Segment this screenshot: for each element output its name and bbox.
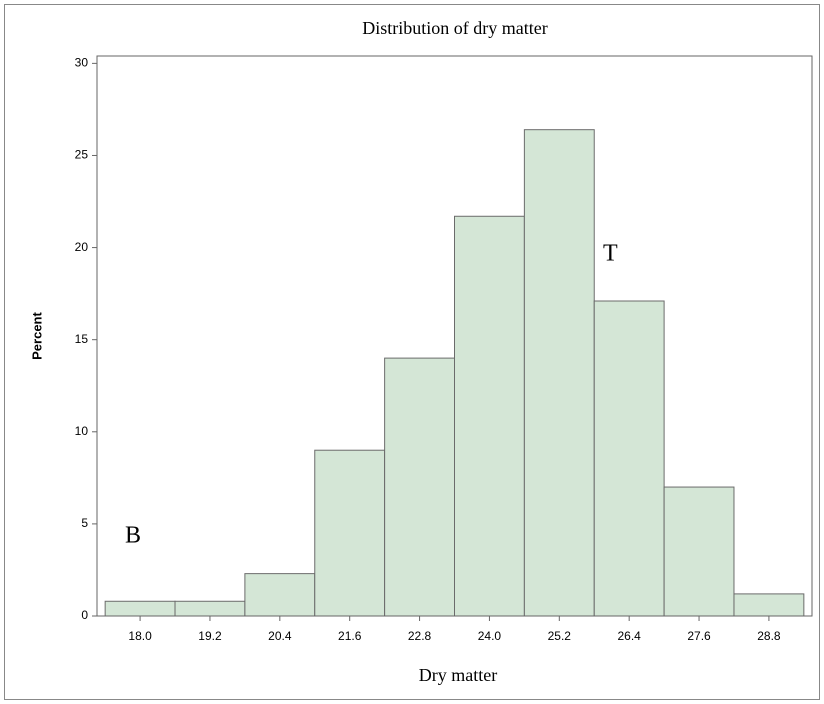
y-tick-label: 0 — [81, 608, 88, 622]
bar — [384, 357, 455, 617]
x-tick-label: 18.0 — [128, 629, 152, 643]
bar — [314, 449, 386, 617]
x-axis-label: Dry matter — [419, 665, 497, 685]
x-tick-label: 27.6 — [687, 629, 711, 643]
annotation: T — [603, 241, 618, 267]
chart-title: Distribution of dry matter — [362, 18, 547, 38]
x-tick-label: 22.8 — [408, 629, 432, 643]
bar — [244, 573, 316, 617]
bar — [104, 600, 176, 617]
y-tick-label: 30 — [75, 56, 89, 70]
bar — [663, 486, 735, 617]
x-tick-label: 28.8 — [757, 629, 781, 643]
y-axis-label: Percent — [29, 311, 44, 359]
annotation: B — [125, 523, 141, 549]
y-tick-label: 10 — [75, 424, 89, 438]
y-tick-label: 20 — [75, 240, 89, 254]
y-tick-label: 15 — [75, 332, 89, 346]
x-tick-label: 25.2 — [548, 629, 572, 643]
x-tick-label: 19.2 — [198, 629, 222, 643]
y-tick-label: 25 — [75, 148, 89, 162]
x-tick-label: 21.6 — [338, 629, 362, 643]
bar — [454, 215, 525, 617]
bar — [733, 593, 805, 617]
plot-frame — [96, 55, 813, 617]
bar — [523, 129, 595, 617]
x-tick-label: 24.0 — [478, 629, 502, 643]
y-tick-label: 5 — [81, 516, 88, 530]
x-tick-label: 26.4 — [617, 629, 641, 643]
x-tick-label: 20.4 — [268, 629, 292, 643]
bar — [174, 600, 246, 617]
bar — [593, 300, 665, 617]
